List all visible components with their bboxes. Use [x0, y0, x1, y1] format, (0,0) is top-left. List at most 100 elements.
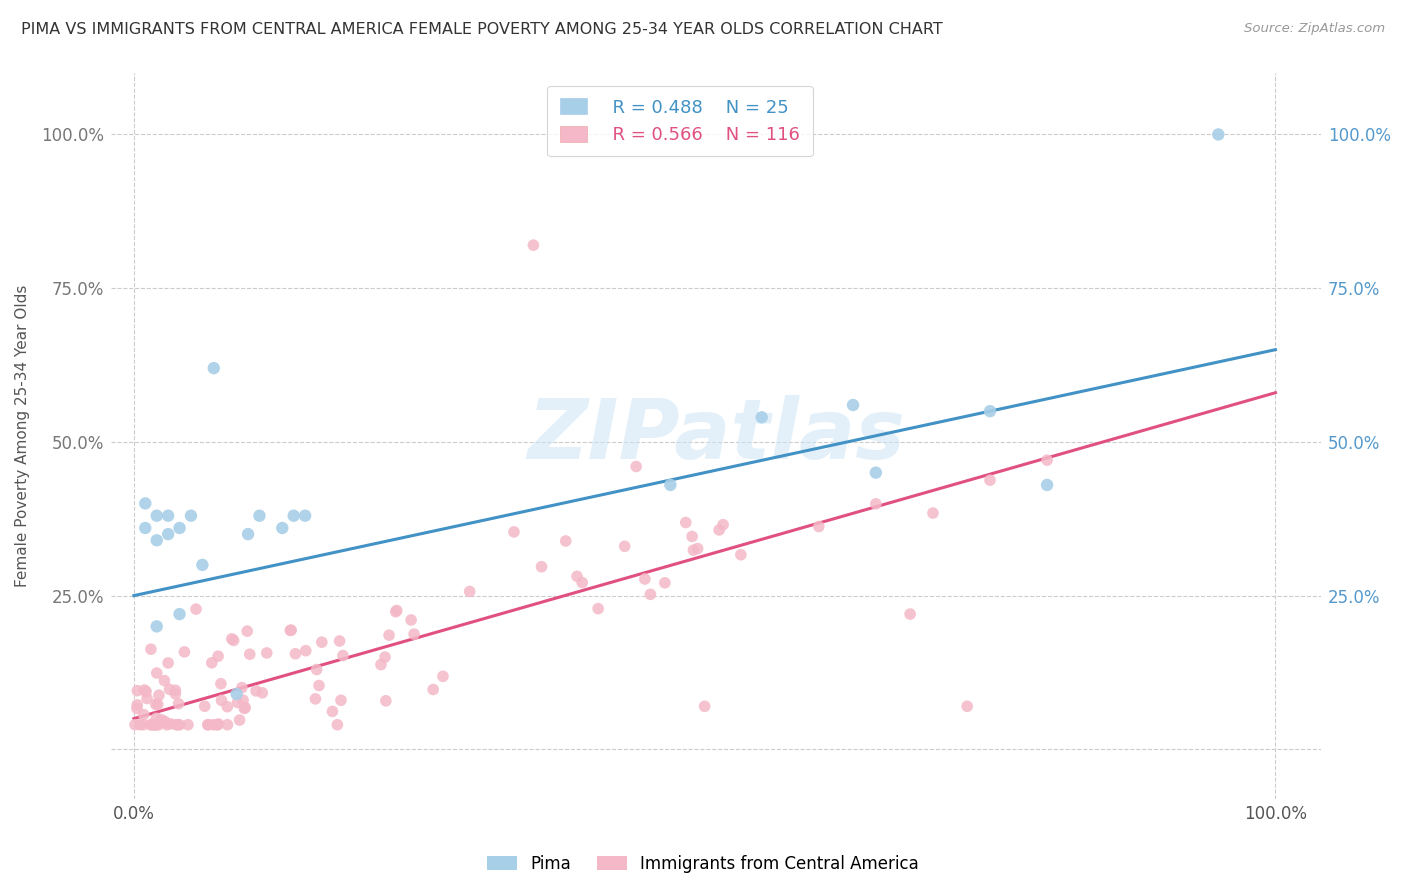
Point [245, 684, 267, 698]
Point [284, 647, 307, 661]
Point [979, 404, 1001, 418]
Point [634, 572, 657, 586]
Point [432, 669, 454, 683]
Point [201, 656, 224, 670]
Point [191, 558, 214, 572]
Point [148, 688, 170, 702]
Point [169, 607, 191, 621]
Point [865, 497, 887, 511]
Point [232, 693, 254, 707]
Point [217, 718, 239, 732]
Point [194, 699, 217, 714]
Point [422, 682, 444, 697]
Point [378, 628, 401, 642]
Point [226, 695, 249, 709]
Point [294, 643, 316, 657]
Point [132, 707, 155, 722]
Point [145, 718, 167, 732]
Point [308, 679, 330, 693]
Point [1036, 478, 1059, 492]
Point [458, 584, 481, 599]
Point [399, 613, 422, 627]
Point [129, 718, 152, 732]
Text: Source: ZipAtlas.com: Source: ZipAtlas.com [1244, 22, 1385, 36]
Point [150, 713, 173, 727]
Point [807, 519, 830, 533]
Point [180, 508, 202, 523]
Point [711, 517, 734, 532]
Point [157, 508, 180, 523]
Point [283, 508, 305, 523]
Point [197, 718, 219, 732]
Point [332, 648, 354, 663]
Point [402, 627, 425, 641]
Point [751, 410, 773, 425]
Point [136, 691, 159, 706]
Point [898, 607, 921, 621]
Point [153, 673, 176, 688]
Point [239, 647, 262, 661]
Point [207, 718, 229, 732]
Point [922, 506, 945, 520]
Point [184, 602, 207, 616]
Point [554, 533, 576, 548]
Point [294, 508, 316, 523]
Point [139, 642, 162, 657]
Point [280, 623, 302, 637]
Point [326, 718, 349, 732]
Point [211, 693, 233, 707]
Point [202, 718, 225, 732]
Point [145, 508, 167, 523]
Point [565, 569, 588, 583]
Point [127, 683, 149, 698]
Point [681, 529, 703, 543]
Point [236, 527, 259, 541]
Point [374, 694, 396, 708]
Point [329, 634, 352, 648]
Point [124, 718, 146, 732]
Point [1036, 453, 1059, 467]
Point [624, 459, 647, 474]
Point [165, 683, 187, 698]
Point [153, 714, 176, 729]
Point [707, 523, 730, 537]
Point [159, 682, 181, 697]
Point [659, 478, 682, 492]
Point [233, 701, 256, 715]
Point [640, 587, 662, 601]
Point [127, 698, 149, 712]
Point [177, 718, 200, 732]
Point [221, 632, 243, 646]
Point [236, 624, 259, 639]
Point [143, 718, 166, 732]
Point [384, 605, 406, 619]
Point [730, 548, 752, 562]
Point [654, 575, 676, 590]
Point [956, 699, 979, 714]
Point [571, 575, 593, 590]
Point [586, 601, 609, 615]
Point [143, 718, 166, 732]
Legend: Pima, Immigrants from Central America: Pima, Immigrants from Central America [481, 848, 925, 880]
Point [693, 699, 716, 714]
Point [321, 705, 343, 719]
Point [169, 521, 191, 535]
Point [142, 718, 165, 732]
Point [165, 687, 187, 701]
Point [217, 699, 239, 714]
Point [145, 533, 167, 548]
Point [252, 686, 274, 700]
Point [675, 516, 697, 530]
Point [311, 635, 333, 649]
Point [530, 559, 553, 574]
Point [231, 681, 253, 695]
Point [202, 361, 225, 376]
Y-axis label: Female Poverty Among 25-34 Year Olds: Female Poverty Among 25-34 Year Olds [15, 285, 30, 587]
Point [139, 718, 162, 732]
Point [222, 633, 245, 648]
Point [146, 698, 169, 712]
Point [173, 645, 195, 659]
Point [167, 697, 190, 711]
Point [145, 711, 167, 725]
Point [134, 683, 156, 698]
